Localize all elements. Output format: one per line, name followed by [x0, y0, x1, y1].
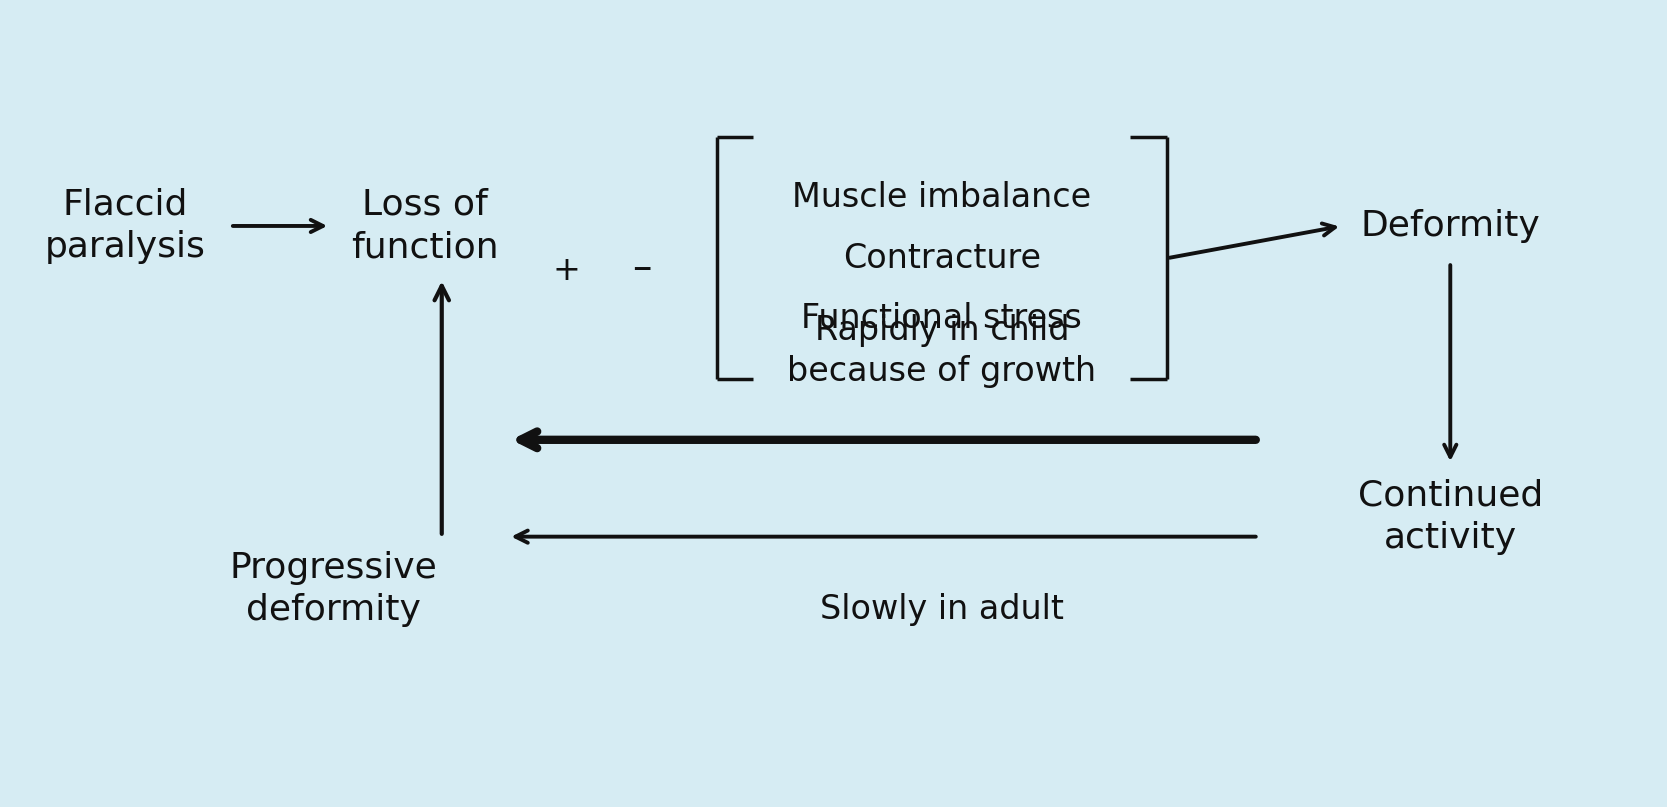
- Text: –: –: [632, 249, 652, 287]
- Text: Contracture: Contracture: [844, 242, 1040, 274]
- Text: Muscle imbalance: Muscle imbalance: [792, 182, 1092, 214]
- Text: Rapidly in child
because of growth: Rapidly in child because of growth: [787, 314, 1097, 388]
- Text: Functional stress: Functional stress: [802, 303, 1082, 335]
- Text: Deformity: Deformity: [1360, 209, 1540, 243]
- Text: Continued
activity: Continued activity: [1357, 479, 1544, 554]
- Text: Slowly in adult: Slowly in adult: [820, 593, 1064, 625]
- Text: Flaccid
paralysis: Flaccid paralysis: [45, 188, 205, 264]
- Text: +: +: [553, 254, 580, 286]
- Text: Progressive
deformity: Progressive deformity: [230, 551, 437, 627]
- Text: Loss of
function: Loss of function: [352, 188, 498, 264]
